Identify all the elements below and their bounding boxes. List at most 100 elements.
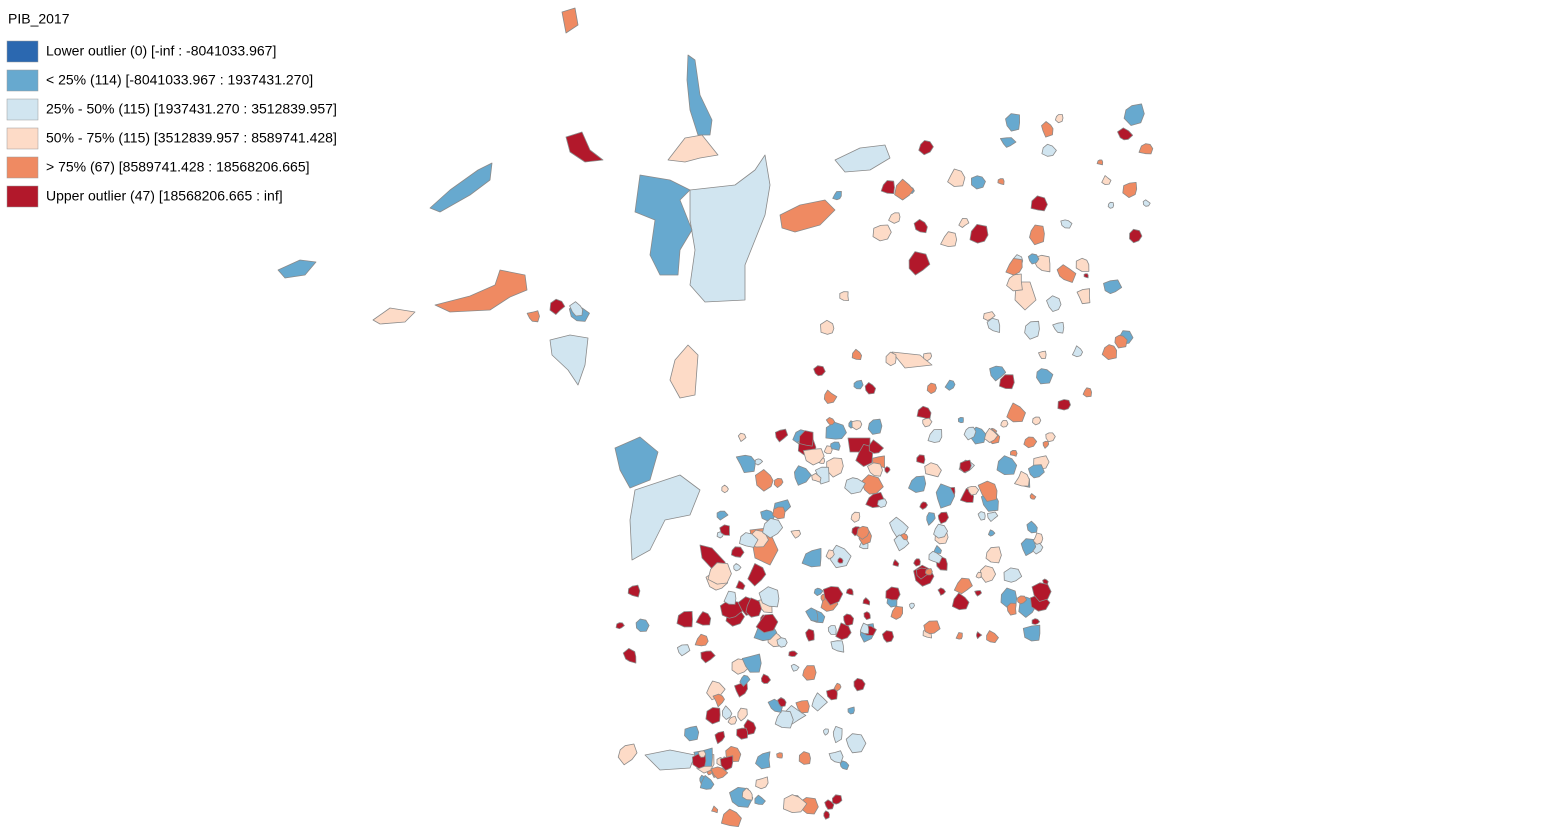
region [277,259,317,279]
region [862,597,871,606]
legend-swatch [6,127,39,150]
region [1038,350,1047,360]
region [719,524,730,536]
region [615,622,625,630]
region [1029,224,1045,246]
region [1003,567,1023,583]
region [923,620,941,635]
region [723,590,737,605]
region [686,54,713,136]
region [790,663,800,672]
region [987,511,999,522]
region [825,549,835,560]
region [1103,279,1123,295]
region [928,550,943,564]
region [1057,399,1071,411]
region [944,379,956,391]
regions [277,7,1037,771]
region [811,692,828,712]
region [634,174,693,276]
region [872,224,892,242]
region [1006,402,1026,423]
region [779,199,836,233]
legend-label: Upper outlier (47) [18568206.665 : inf] [46,188,283,204]
region [900,533,909,541]
legend-label: Lower outlier (0) [-inf : -8041033.967] [46,43,276,59]
region [957,416,964,424]
region [790,529,801,539]
region [755,751,771,770]
region [1014,470,1030,487]
region [940,231,957,248]
region [891,351,933,369]
region [754,794,766,805]
region [711,805,719,814]
region [714,731,726,745]
region [754,458,763,466]
region [762,518,783,539]
region [892,559,900,567]
region [996,455,1018,476]
region [839,291,849,302]
region [919,501,928,510]
region [721,808,742,827]
region [894,178,914,201]
region [1030,195,1048,212]
region [627,584,641,598]
region [937,511,949,524]
region [916,405,932,420]
region [913,218,928,234]
region [845,733,867,754]
region [830,640,845,653]
region [1041,121,1054,138]
region [1045,432,1056,443]
region [788,650,798,657]
region [569,301,583,317]
region [1123,103,1145,126]
region [933,545,942,554]
region [798,430,814,447]
region [719,599,743,619]
region [839,760,850,770]
region [847,706,855,715]
region [856,525,870,540]
region [1117,127,1134,141]
region [644,749,696,771]
region [801,548,822,568]
region [959,459,972,473]
region [923,352,932,362]
region [758,586,780,608]
legend: PIB_2017 Lower outlier (0) [-inf : -8041… [6,11,337,208]
region [795,700,810,714]
region [1056,264,1077,283]
region [669,344,699,399]
region [1020,538,1037,556]
region [825,417,836,426]
region [933,523,948,539]
region [922,417,933,428]
region [802,665,817,681]
region [739,674,751,687]
region [565,131,604,163]
region [773,477,784,489]
region [1031,618,1040,625]
region [867,462,883,477]
region [736,727,748,740]
region [908,251,931,276]
region [755,469,774,492]
region [823,445,833,455]
region [1000,137,1017,148]
region [1022,624,1041,642]
region [863,611,871,620]
region [710,766,729,780]
region [721,705,733,720]
region [833,682,842,692]
region [908,475,927,493]
region [827,625,837,635]
region [913,558,921,567]
region [776,752,783,759]
region [1060,219,1073,229]
region [882,630,894,643]
region [927,429,943,443]
